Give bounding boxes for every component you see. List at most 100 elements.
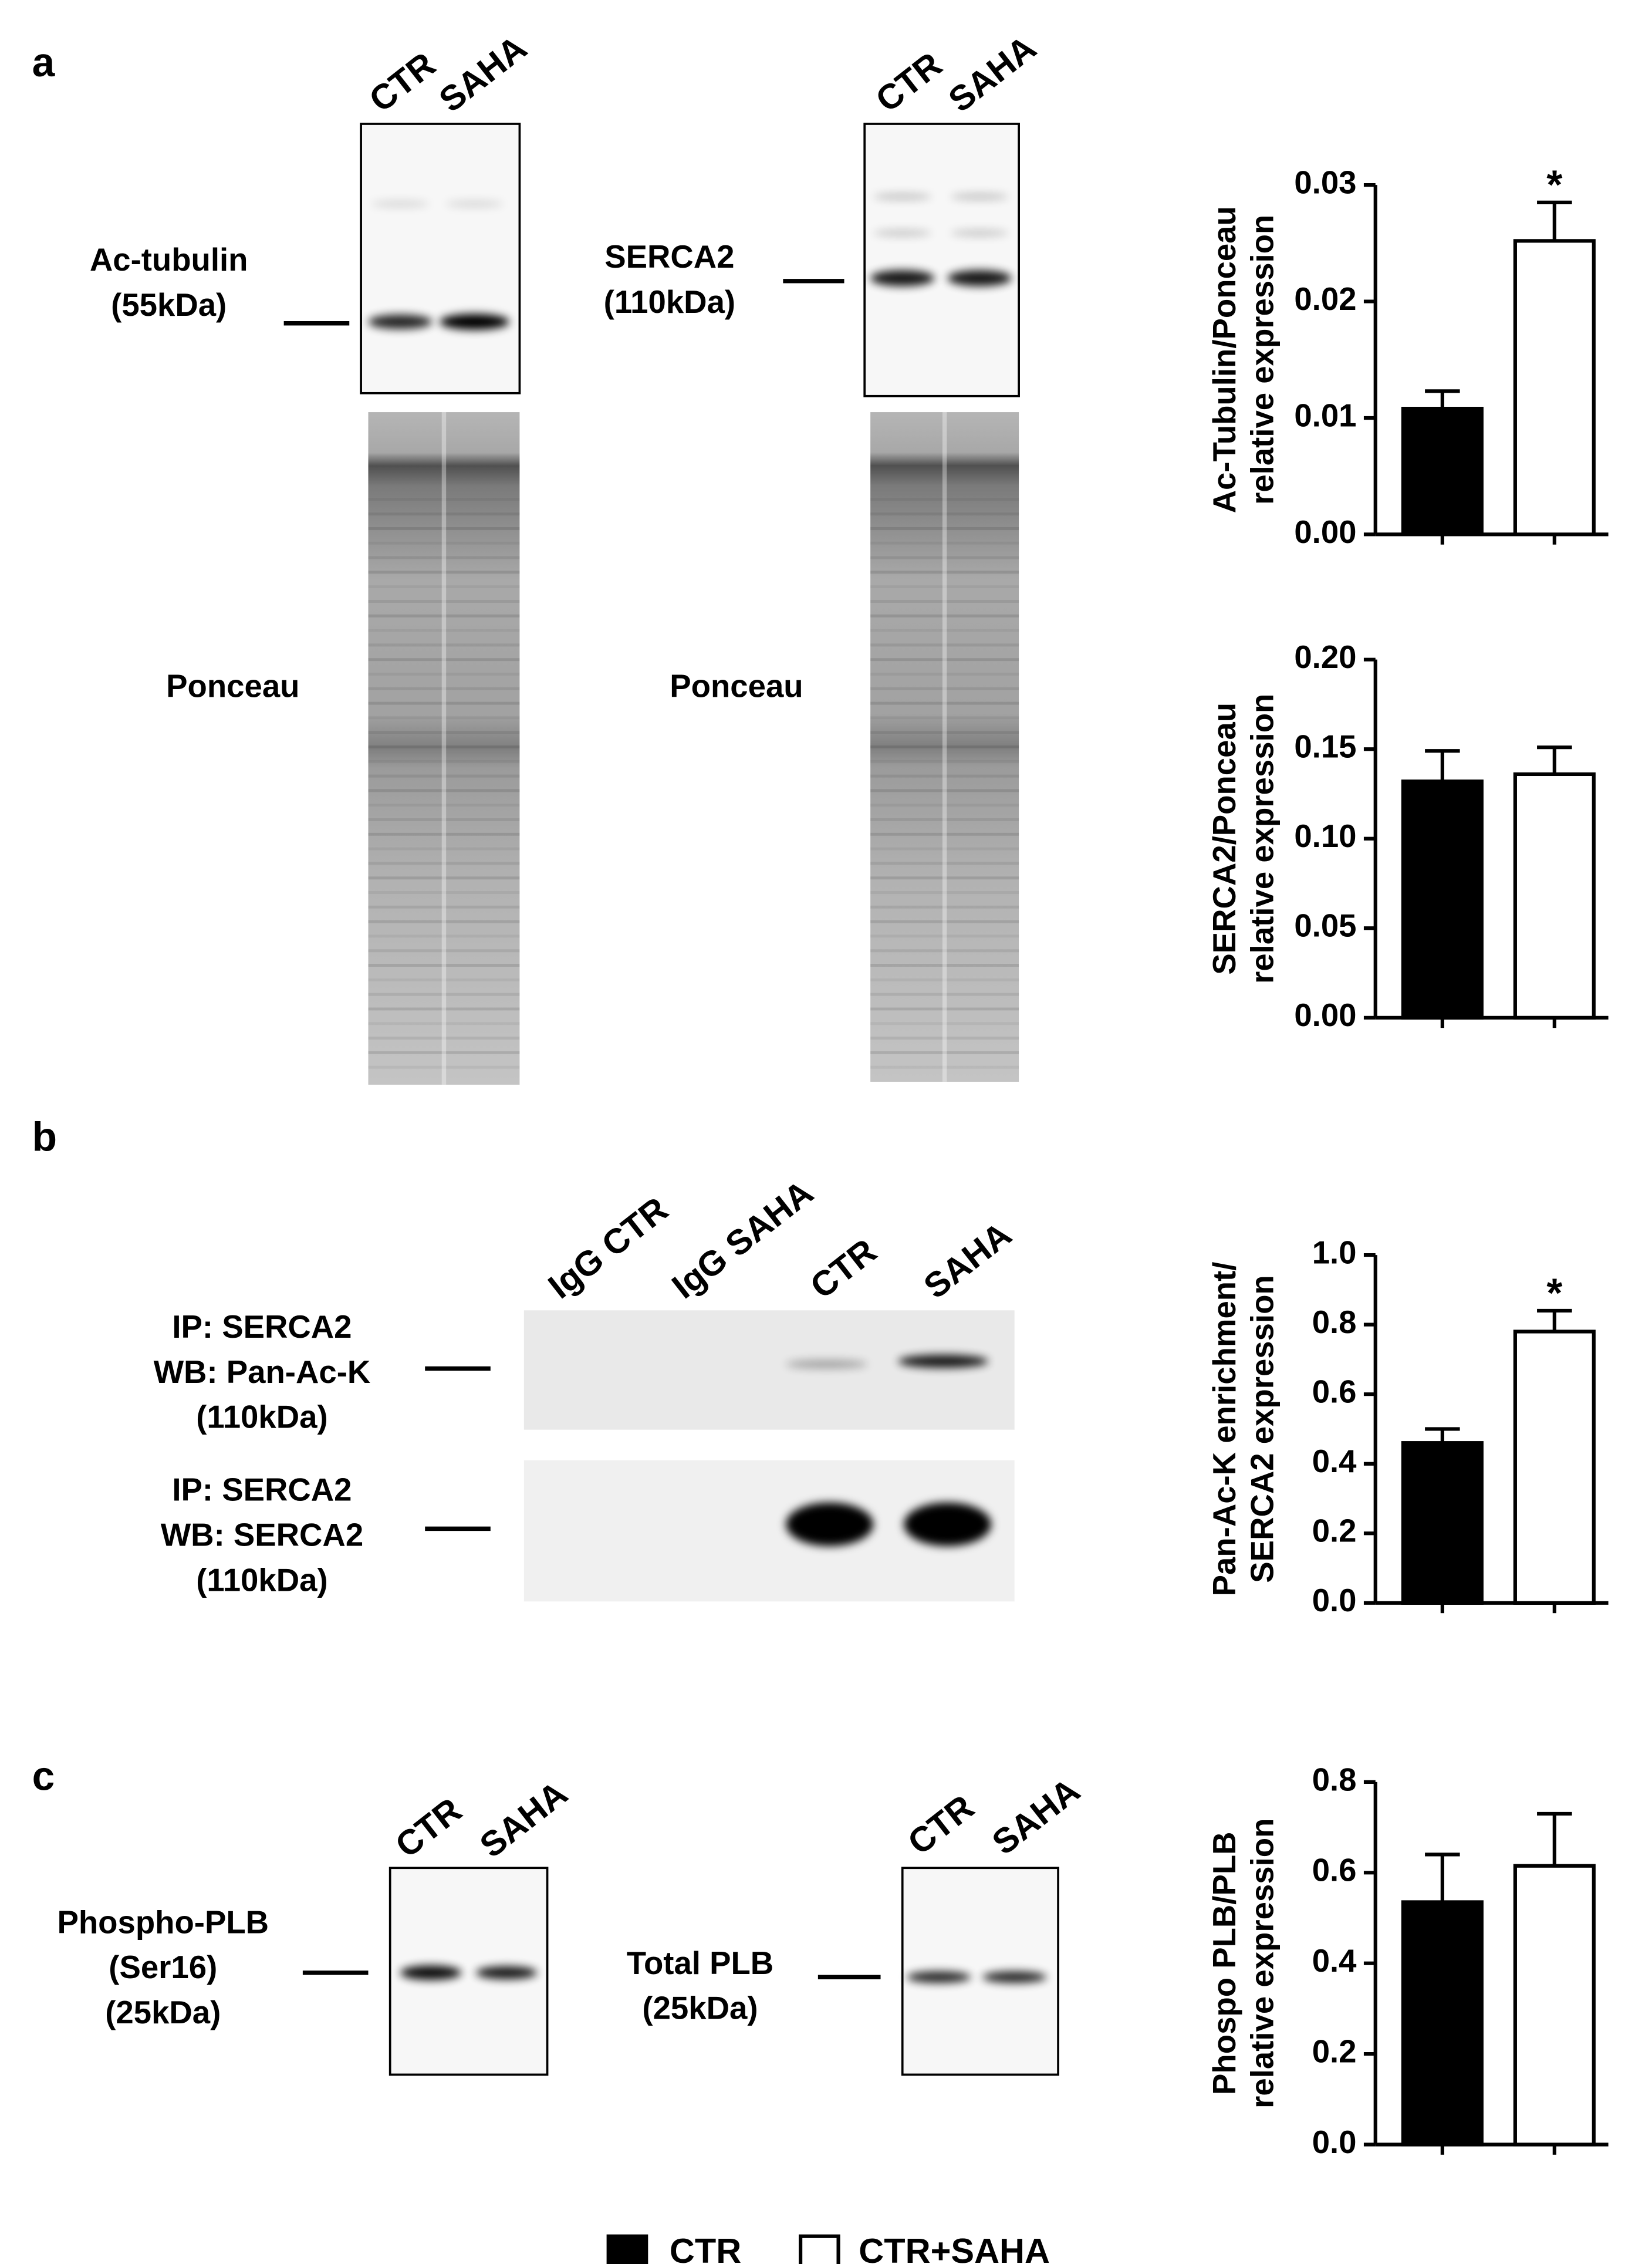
bar <box>1513 1330 1596 1605</box>
band <box>786 1502 874 1547</box>
band <box>947 270 1012 286</box>
legend-label: CTR <box>670 2231 741 2264</box>
y-tick-label: 0.20 <box>1294 639 1356 675</box>
blot <box>360 123 521 394</box>
y-axis-label: Ac-Tubulin/Ponceau <box>1207 206 1242 513</box>
band <box>870 270 935 286</box>
y-tick-label: 0.0 <box>1312 1583 1357 1618</box>
y-tick-label: 0.00 <box>1294 997 1356 1033</box>
legend-swatch <box>606 2234 648 2264</box>
y-tick-label: 0.6 <box>1312 1374 1357 1410</box>
y-axis-label: relative expression <box>1245 694 1281 984</box>
blot-label: IP: SERCA2 <box>172 1472 352 1508</box>
y-axis-label: Phospo PLB/PLB <box>1207 1831 1242 2095</box>
band <box>982 1971 1047 1983</box>
y-axis-label: relative expression <box>1245 215 1281 505</box>
lane-label: SAHA <box>985 1770 1087 1863</box>
band <box>400 1965 462 1980</box>
bar <box>1401 780 1484 1020</box>
band <box>368 314 433 329</box>
blot-label: (Ser16) <box>109 1949 217 1985</box>
band <box>950 193 1009 201</box>
y-tick-label: 0.02 <box>1294 281 1356 317</box>
lane-label: SAHA <box>472 1773 575 1865</box>
panel-label: b <box>32 1114 57 1159</box>
blot-label: Ac-tubulin <box>90 242 248 278</box>
y-tick-label: 0.4 <box>1312 1943 1357 1979</box>
blot <box>863 123 1020 397</box>
lane-label: SAHA <box>432 28 534 120</box>
band <box>950 229 1009 237</box>
legend-swatch <box>798 2234 840 2264</box>
y-tick-label: 0.0 <box>1312 2124 1357 2160</box>
lane-label: IgG CTR <box>541 1189 675 1306</box>
band <box>440 313 510 330</box>
blot-label: SERCA2 <box>604 239 734 275</box>
y-axis-label: SERCA2/Ponceau <box>1207 703 1242 975</box>
band <box>904 1502 991 1547</box>
lane-label: CTR <box>388 1790 469 1865</box>
y-axis-label: SERCA2 expression <box>1245 1275 1281 1583</box>
lane-label: CTR <box>900 1787 981 1863</box>
y-tick-label: 0.8 <box>1312 1762 1357 1797</box>
significance-marker: * <box>1546 1270 1562 1315</box>
y-axis-label: Pan-Ac-K enrichment/ <box>1207 1262 1242 1597</box>
bar <box>1513 1864 1596 2147</box>
bar <box>1401 1900 1484 2147</box>
blot-label: WB: SERCA2 <box>161 1517 363 1553</box>
blot-label: (110kDa) <box>604 284 735 320</box>
blot-label: WB: Pan-Ac-K <box>154 1354 371 1390</box>
band <box>476 1966 538 1979</box>
panel-label: c <box>32 1753 55 1799</box>
y-tick-label: 0.15 <box>1294 729 1356 765</box>
lane-label: SAHA <box>941 28 1043 120</box>
bar <box>1401 1441 1484 1605</box>
ponceau-stain <box>368 412 520 1085</box>
lane-label: SAHA <box>917 1214 1019 1307</box>
blot-label: (110kDa) <box>196 1563 327 1598</box>
y-axis-label: relative expression <box>1245 1818 1281 2108</box>
lane-label: IgG SAHA <box>664 1172 820 1306</box>
loading-label: Ponceau <box>670 669 803 704</box>
lane-label: CTR <box>803 1231 884 1306</box>
blot-label: (110kDa) <box>196 1399 327 1435</box>
y-tick-label: 0.4 <box>1312 1443 1357 1479</box>
blot-label: (25kDa) <box>642 1990 758 2026</box>
ponceau-stain <box>870 412 1019 1082</box>
bar <box>1513 239 1596 537</box>
band <box>445 200 504 208</box>
bar <box>1513 772 1596 1020</box>
lane-label: CTR <box>869 45 950 120</box>
blot <box>523 1310 1015 1430</box>
band <box>907 1971 971 1983</box>
y-tick-label: 0.05 <box>1294 908 1356 944</box>
loading-label: Ponceau <box>166 669 299 704</box>
blot-label: Phospho-PLB <box>57 1904 269 1940</box>
y-tick-label: 0.10 <box>1294 818 1356 854</box>
y-tick-label: 0.8 <box>1312 1304 1357 1340</box>
significance-marker: * <box>1546 161 1562 207</box>
y-tick-label: 0.00 <box>1294 514 1356 550</box>
bar <box>1401 407 1484 537</box>
legend-label: CTR+SAHA <box>859 2231 1050 2264</box>
y-tick-label: 0.6 <box>1312 1853 1357 1888</box>
blot <box>901 1867 1059 2076</box>
y-tick-label: 0.2 <box>1312 1513 1357 1549</box>
blot-label: IP: SERCA2 <box>172 1309 352 1345</box>
blot-label: (25kDa) <box>105 1995 221 2030</box>
band <box>786 1359 868 1369</box>
band <box>898 1354 989 1368</box>
y-tick-label: 0.2 <box>1312 2033 1357 2069</box>
lane-label: CTR <box>362 45 443 120</box>
y-tick-label: 0.01 <box>1294 397 1356 433</box>
band <box>873 193 932 201</box>
y-tick-label: 0.03 <box>1294 165 1356 201</box>
band <box>371 200 430 208</box>
band <box>873 229 932 237</box>
panel-label: a <box>32 39 56 85</box>
blot-label: (55kDa) <box>111 287 227 323</box>
blot-label: Total PLB <box>627 1945 774 1981</box>
y-tick-label: 1.0 <box>1312 1234 1357 1270</box>
